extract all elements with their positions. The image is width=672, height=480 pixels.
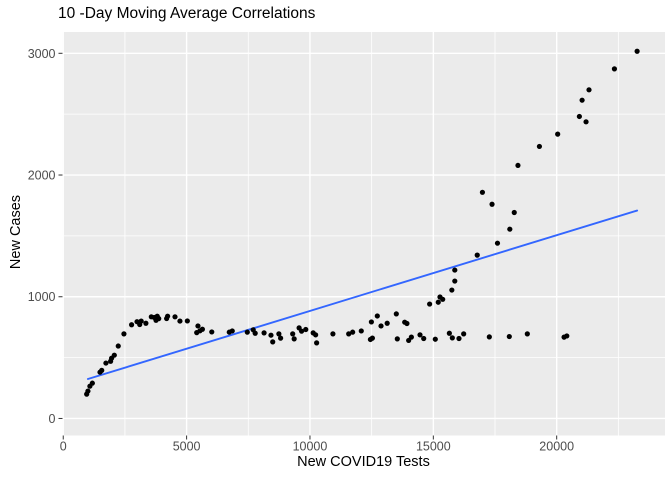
data-point — [128, 322, 135, 328]
x-tick-label: 15000 — [416, 440, 451, 454]
data-point — [536, 143, 543, 150]
data-point — [268, 332, 274, 338]
data-point — [143, 320, 149, 326]
data-point — [474, 252, 480, 258]
data-point — [165, 313, 171, 319]
data-point — [195, 323, 201, 329]
data-point — [111, 352, 117, 358]
data-point — [199, 326, 205, 332]
data-point — [421, 335, 427, 342]
data-point — [586, 87, 592, 93]
data-point — [374, 313, 380, 319]
data-point — [449, 335, 455, 341]
data-point — [579, 97, 585, 103]
trend-line — [86, 209, 639, 380]
data-point — [446, 330, 452, 336]
data-point — [393, 311, 399, 317]
data-point — [435, 299, 441, 305]
data-point — [404, 320, 410, 327]
data-point — [611, 66, 618, 72]
data-point — [456, 335, 462, 342]
data-point — [290, 331, 296, 337]
data-point — [177, 318, 183, 324]
axis-ticks — [58, 52, 558, 440]
y-tick-label: 0 — [49, 412, 56, 426]
data-point — [156, 316, 162, 322]
data-point — [303, 326, 309, 333]
data-point — [511, 209, 517, 216]
data-point — [244, 329, 250, 335]
plot-panel — [62, 32, 665, 436]
data-point — [479, 189, 486, 195]
data-point — [408, 334, 414, 340]
data-point — [330, 331, 336, 337]
data-points — [84, 48, 640, 397]
data-point — [103, 360, 109, 366]
data-point — [427, 301, 433, 307]
data-point — [449, 287, 455, 293]
data-point — [564, 333, 570, 339]
data-point — [452, 267, 458, 273]
x-tick-label: 5000 — [173, 440, 201, 454]
x-tick-label: 0 — [60, 440, 67, 454]
data-point — [99, 367, 105, 373]
minor-gridlines — [62, 32, 665, 436]
y-tick-label: 1000 — [28, 290, 56, 304]
x-tick-label: 10000 — [293, 440, 328, 454]
data-point — [378, 323, 384, 329]
data-point — [583, 119, 589, 125]
data-point — [138, 318, 144, 324]
data-point — [394, 336, 400, 342]
data-point — [384, 320, 390, 326]
data-point — [452, 278, 458, 284]
data-point — [461, 331, 467, 337]
data-point — [486, 334, 492, 340]
data-point — [507, 226, 513, 232]
data-point — [184, 318, 190, 324]
plot-title: 10 -Day Moving Average Correlations — [58, 5, 316, 22]
data-point — [432, 336, 438, 342]
data-point — [270, 339, 276, 345]
data-point — [89, 380, 95, 386]
data-point — [261, 330, 267, 336]
data-point — [369, 335, 375, 341]
x-tick-label: 20000 — [539, 440, 574, 454]
data-point — [121, 331, 127, 337]
data-point — [252, 330, 258, 336]
data-point — [417, 332, 423, 338]
x-axis-title: New COVID19 Tests — [297, 454, 430, 470]
data-point — [506, 333, 512, 340]
y-tick-label: 2000 — [28, 169, 56, 183]
data-point — [524, 331, 530, 337]
data-point — [313, 332, 319, 338]
major-gridlines — [62, 32, 665, 436]
data-point — [85, 388, 91, 394]
data-point — [494, 240, 501, 246]
data-point — [115, 343, 121, 349]
data-point — [291, 336, 297, 342]
data-point — [278, 335, 284, 341]
y-axis-title: New Cases — [8, 194, 24, 270]
data-point — [172, 314, 178, 320]
data-point — [229, 328, 235, 334]
data-point — [276, 331, 282, 337]
data-point — [314, 340, 320, 346]
data-point — [440, 296, 446, 302]
data-point — [576, 113, 582, 120]
data-point — [350, 329, 356, 335]
data-point — [515, 162, 521, 169]
data-point — [358, 328, 364, 334]
data-point — [346, 331, 352, 337]
y-tick-label: 3000 — [28, 47, 56, 61]
data-point — [555, 131, 561, 137]
data-point — [634, 48, 640, 54]
data-point — [209, 329, 215, 335]
data-point — [368, 319, 374, 325]
data-point — [489, 201, 495, 207]
data-point — [298, 328, 305, 334]
